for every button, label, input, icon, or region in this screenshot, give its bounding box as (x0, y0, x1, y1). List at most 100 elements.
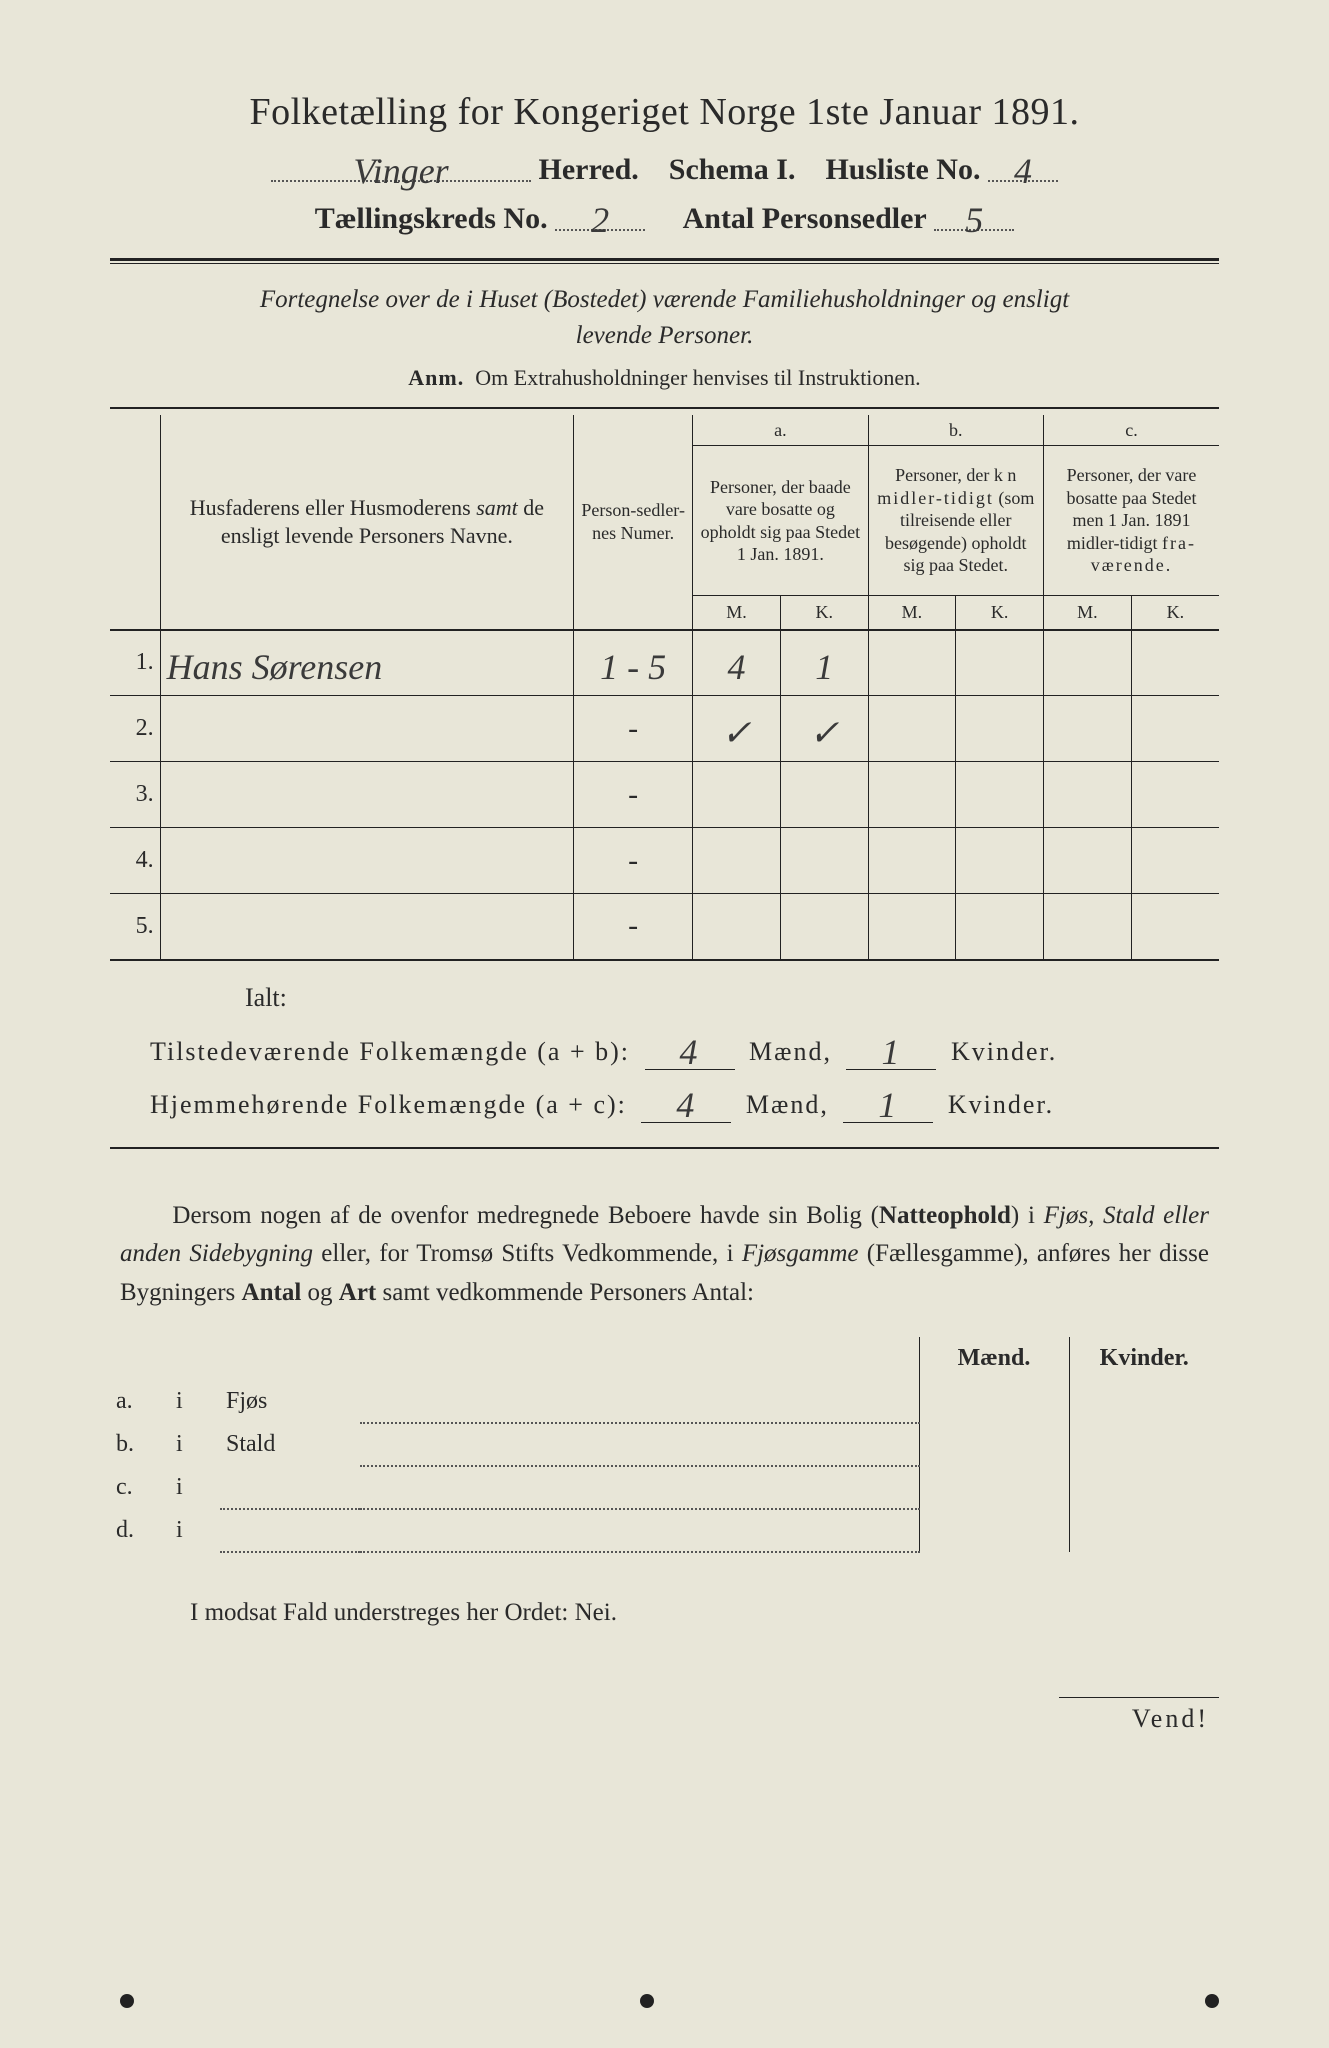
row-num: 1. (110, 630, 160, 696)
anm-label: Anm. (408, 365, 464, 390)
sub-i: i (170, 1509, 220, 1552)
col-a-m: M. (693, 596, 781, 630)
vend-label: Vend! (1059, 1697, 1219, 1734)
kreds-value: 2 (591, 200, 609, 240)
subtitle: Fortegnelse over de i Huset (Bostedet) v… (150, 282, 1179, 355)
row-name: Hans Sørensen (167, 647, 383, 687)
header-line-1: Vinger Herred. Schema I. Husliste No. 4 (110, 146, 1219, 187)
col-a-header: Personer, der baade vare bosatte og opho… (693, 446, 868, 596)
col-c-m: M. (1043, 596, 1131, 630)
row-b-k (956, 630, 1044, 696)
col-b-k: K. (956, 596, 1044, 630)
page-title: Folketælling for Kongeriget Norge 1ste J… (110, 90, 1219, 134)
row-c-k (1131, 630, 1219, 696)
table-row: 1. Hans Sørensen 1 - 5 4 1 (110, 630, 1219, 696)
sub-i: i (170, 1466, 220, 1509)
kvinder-label: Kvinder. (948, 1090, 1054, 1119)
herred-label: Herred. (539, 153, 639, 186)
row-c-k (1131, 894, 1219, 960)
instruction-paragraph: Dersom nogen af de ovenfor medregnede Be… (120, 1197, 1209, 1313)
herred-value: Vinger (353, 151, 448, 191)
tilstede-label: Tilstedeværende Folkemængde (a + b): (150, 1037, 630, 1066)
col-b-m: M. (868, 596, 956, 630)
row-c-k (1131, 828, 1219, 894)
sub-label: b. (110, 1423, 170, 1466)
punch-hole-icon (640, 1994, 654, 2008)
sub-kvinder-header: Kvinder. (1069, 1337, 1219, 1380)
antal-label: Antal Personsedler (683, 202, 927, 235)
subtitle-line1: Fortegnelse over de i Huset (Bostedet) v… (260, 286, 1069, 313)
row-b-k (956, 762, 1044, 828)
row-b-m (868, 828, 956, 894)
maend-label: Mænd, (749, 1037, 832, 1066)
row-numer: - (574, 696, 693, 762)
tilstede-m: 4 (680, 1032, 700, 1072)
kreds-label: Tællingskreds No. (315, 202, 548, 235)
row-b-k (956, 696, 1044, 762)
sub-label: c. (110, 1466, 170, 1509)
row-a-m (693, 828, 781, 894)
row-a-m: 4 (728, 647, 746, 687)
row-b-m (868, 630, 956, 696)
row-b-m (868, 894, 956, 960)
row-c-m (1043, 762, 1131, 828)
sub-label: a. (110, 1380, 170, 1423)
row-a-k: ✓ (809, 713, 839, 753)
rule-below-totals (110, 1147, 1219, 1149)
col-c-label: c. (1043, 415, 1219, 446)
row-c-m (1043, 894, 1131, 960)
row-a-k (780, 762, 868, 828)
tilstede-k: 1 (881, 1032, 901, 1072)
sub-row: c. i (110, 1466, 1219, 1509)
header-line-2: Tællingskreds No. 2 Antal Personsedler 5 (110, 195, 1219, 236)
sub-name: Stald (220, 1423, 360, 1466)
table-row: 2. - ✓ ✓ (110, 696, 1219, 762)
sub-i: i (170, 1380, 220, 1423)
col-c-header: Personer, der vare bosatte paa Stedet me… (1043, 446, 1219, 596)
row-b-k (956, 828, 1044, 894)
row-a-m: ✓ (721, 713, 751, 753)
rule-above-table (110, 407, 1219, 409)
schema-label: Schema I. (669, 153, 796, 186)
row-c-m (1043, 696, 1131, 762)
row-numer: - (574, 828, 693, 894)
table-row: 3. - (110, 762, 1219, 828)
row-numer: 1 - 5 (600, 647, 666, 687)
rule-double (110, 258, 1219, 264)
row-num: 5. (110, 894, 160, 960)
husliste-value: 4 (1014, 151, 1032, 191)
row-numer: - (574, 894, 693, 960)
row-a-m (693, 894, 781, 960)
row-a-m (693, 762, 781, 828)
row-num: 4. (110, 828, 160, 894)
row-c-m (1043, 828, 1131, 894)
col-b-label: b. (868, 415, 1043, 446)
census-table: Husfaderens eller Husmoderens samt de en… (110, 415, 1219, 961)
punch-hole-icon (1205, 1994, 1219, 2008)
anm-line: Anm. Om Extrahusholdninger henvises til … (110, 365, 1219, 391)
row-b-m (868, 696, 956, 762)
row-a-k (780, 894, 868, 960)
row-num: 3. (110, 762, 160, 828)
hjemme-k: 1 (878, 1085, 898, 1125)
row-a-k (780, 828, 868, 894)
col-b-header: Personer, der k n midler-tidigt (som til… (868, 446, 1043, 596)
row-num: 2. (110, 696, 160, 762)
row-a-k: 1 (815, 647, 833, 687)
row-name (160, 894, 574, 960)
total-hjemme: Hjemmehørende Folkemængde (a + c): 4 Mæn… (150, 1080, 1219, 1123)
sub-label: d. (110, 1509, 170, 1552)
row-c-k (1131, 696, 1219, 762)
row-numer: - (574, 762, 693, 828)
antal-value: 5 (965, 200, 983, 240)
husliste-label: Husliste No. (825, 153, 980, 186)
ialt-label: Ialt: (245, 983, 1219, 1013)
hjemme-label: Hjemmehørende Folkemængde (a + c): (150, 1090, 627, 1119)
col-numer-header: Person-sedler-nes Numer. (574, 415, 693, 630)
sub-row: b. i Stald (110, 1423, 1219, 1466)
sub-maend-header: Mænd. (919, 1337, 1069, 1380)
modsat-line: I modsat Fald understreges her Ordet: Ne… (190, 1599, 1219, 1627)
row-name (160, 828, 574, 894)
sub-name: Fjøs (220, 1380, 360, 1423)
row-c-k (1131, 762, 1219, 828)
